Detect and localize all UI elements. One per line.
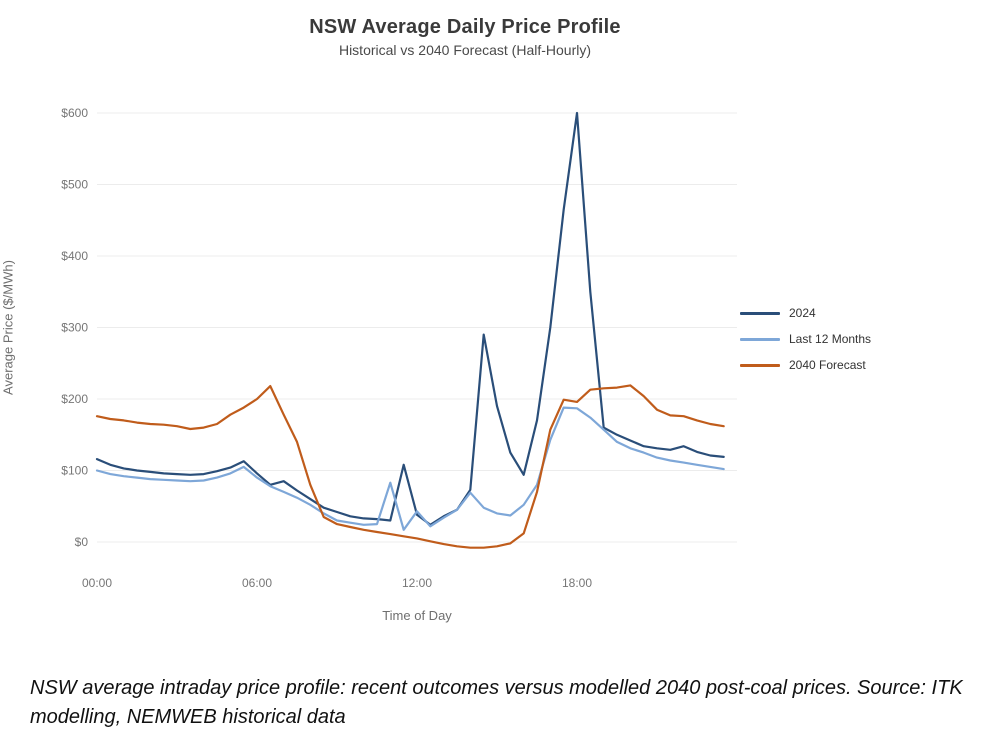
series-line-2040-forecast <box>95 384 725 549</box>
chart-plot-area: $0 $100 $200 $300 $400 $500 $600 00:00 06:00 12:0… <box>61 106 737 590</box>
price-profile-chart: NSW Average Daily Price Profile Historic… <box>1 16 872 623</box>
legend-swatch-last-12-months <box>740 337 780 341</box>
chart-subtitle: Historical vs 2040 Forecast (Half-Hourly… <box>338 42 592 58</box>
legend-item-last-12-months: Last 12 Months <box>740 326 871 352</box>
figure-caption: NSW average intraday price profile: rece… <box>30 677 963 728</box>
y-tick-label: $0 <box>75 535 89 549</box>
legend-label: 2024 <box>789 306 816 320</box>
y-tick-label: $500 <box>61 178 88 192</box>
series-line-2024 <box>95 111 725 526</box>
x-tick-label: 00:00 <box>82 576 112 590</box>
x-tick-label: 18:00 <box>562 576 592 590</box>
legend-swatch-2024 <box>740 311 780 315</box>
legend-label: Last 12 Months <box>789 332 872 346</box>
y-tick-label: $200 <box>61 392 88 406</box>
chart-title: NSW Average Daily Price Profile <box>309 16 621 38</box>
legend-item-2024: 2024 <box>740 300 871 326</box>
legend-item-2040-forecast: 2040 Forecast <box>740 352 871 378</box>
y-tick-label: $600 <box>61 106 88 120</box>
y-tick-label: $400 <box>61 249 88 263</box>
x-tick-label: 12:00 <box>402 576 432 590</box>
x-tick-label: 06:00 <box>242 576 272 590</box>
y-tick-label: $100 <box>61 464 88 478</box>
x-axis-title: Time of Day <box>382 608 452 623</box>
legend-swatch-2040-forecast <box>740 363 780 367</box>
series-line-last-12-months <box>95 406 725 531</box>
chart-legend: 2024 Last 12 Months 2040 Forecast <box>740 300 871 378</box>
y-tick-label: $300 <box>61 321 88 335</box>
legend-label: 2040 Forecast <box>789 358 866 372</box>
